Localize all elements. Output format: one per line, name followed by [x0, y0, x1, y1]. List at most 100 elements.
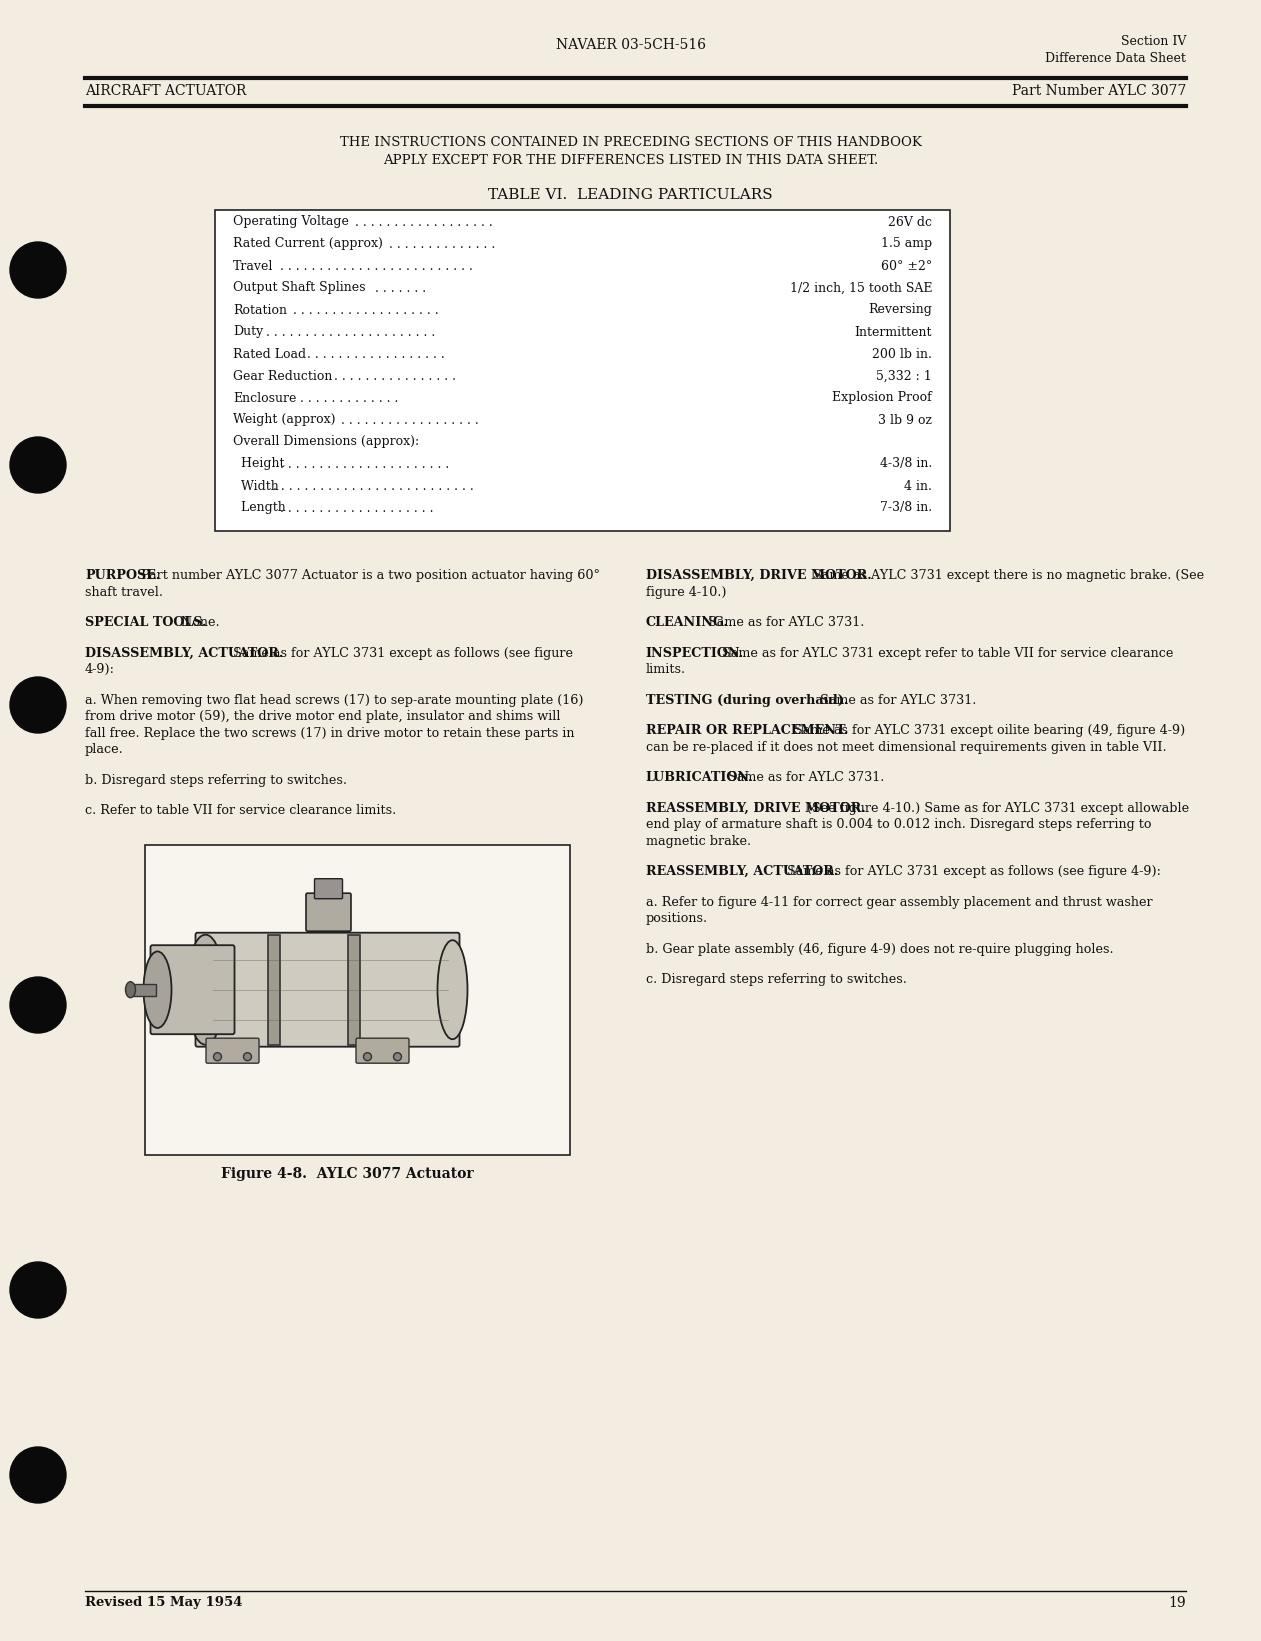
- Text: TABLE VI.  LEADING PARTICULARS: TABLE VI. LEADING PARTICULARS: [488, 189, 773, 202]
- Text: . . . . . . . . . . . . . .: . . . . . . . . . . . . . .: [388, 238, 494, 251]
- Text: AIRCRAFT ACTUATOR: AIRCRAFT ACTUATOR: [84, 84, 246, 98]
- Ellipse shape: [144, 952, 171, 1027]
- Ellipse shape: [126, 981, 135, 998]
- Text: Same as for AYLC 3731.: Same as for AYLC 3731.: [705, 617, 865, 629]
- Text: Figure 4-8.  AYLC 3077 Actuator: Figure 4-8. AYLC 3077 Actuator: [221, 1167, 474, 1182]
- Ellipse shape: [363, 1052, 372, 1060]
- Text: b. Disregard steps referring to switches.: b. Disregard steps referring to switches…: [84, 773, 347, 786]
- Text: APPLY EXCEPT FOR THE DIFFERENCES LISTED IN THIS DATA SHEET.: APPLY EXCEPT FOR THE DIFFERENCES LISTED …: [383, 154, 878, 167]
- Text: can be re-placed if it does not meet dimensional requirements given in table VII: can be re-placed if it does not meet dim…: [646, 740, 1166, 753]
- Text: CLEANING.: CLEANING.: [646, 617, 729, 629]
- Text: end play of armature shaft is 0.004 to 0.012 inch. Disregard steps referring to: end play of armature shaft is 0.004 to 0…: [646, 819, 1151, 832]
- Text: 1.5 amp: 1.5 amp: [881, 238, 932, 251]
- Text: None.: None.: [177, 617, 219, 629]
- Text: (See figure 4-10.) Same as for AYLC 3731 except allowable: (See figure 4-10.) Same as for AYLC 3731…: [803, 802, 1189, 814]
- Text: Same as for AYLC 3731.: Same as for AYLC 3731.: [724, 771, 884, 784]
- Text: . . . . . . . . . . . . . . . . . .: . . . . . . . . . . . . . . . . . .: [354, 215, 492, 228]
- Text: . . . . . . . . . . . . . . . .: . . . . . . . . . . . . . . . .: [334, 369, 456, 382]
- Text: REPAIR OR REPLACEMENT.: REPAIR OR REPLACEMENT.: [646, 724, 847, 737]
- Text: b. Gear plate assembly (46, figure 4-9) does not re-quire plugging holes.: b. Gear plate assembly (46, figure 4-9) …: [646, 942, 1113, 955]
- Text: place.: place.: [84, 743, 124, 757]
- Text: REASSEMBLY, DRIVE MOTOR.: REASSEMBLY, DRIVE MOTOR.: [646, 802, 865, 814]
- Text: . . . . . . . . . . . . . . . . . .: . . . . . . . . . . . . . . . . . .: [306, 348, 445, 361]
- Text: Same as AYLC 3731 except there is no magnetic brake. (See: Same as AYLC 3731 except there is no mag…: [810, 569, 1204, 583]
- Text: Reversing: Reversing: [868, 304, 932, 317]
- Text: positions.: positions.: [646, 912, 707, 926]
- FancyBboxPatch shape: [356, 1039, 409, 1063]
- Text: . . . . . . . . . . . . .: . . . . . . . . . . . . .: [300, 392, 398, 404]
- Text: shaft travel.: shaft travel.: [84, 586, 163, 599]
- Text: Same as for AYLC 3731 except as follows (see figure: Same as for AYLC 3731 except as follows …: [230, 647, 572, 660]
- Text: . . . . . . . . . . . . . . . . . . . . . .: . . . . . . . . . . . . . . . . . . . . …: [266, 325, 435, 338]
- Text: Length: Length: [233, 502, 286, 515]
- Text: DISASSEMBLY, DRIVE MOTOR.: DISASSEMBLY, DRIVE MOTOR.: [646, 569, 871, 583]
- Text: . . . . . . . . . . . . . . . . . . . . . .: . . . . . . . . . . . . . . . . . . . . …: [280, 458, 449, 471]
- Bar: [348, 935, 359, 1045]
- Text: Weight (approx): Weight (approx): [233, 414, 335, 427]
- Text: Operating Voltage: Operating Voltage: [233, 215, 349, 228]
- Text: Part Number AYLC 3077: Part Number AYLC 3077: [1011, 84, 1187, 98]
- Circle shape: [10, 1262, 66, 1318]
- Text: 7-3/8 in.: 7-3/8 in.: [880, 502, 932, 515]
- Text: 4-3/8 in.: 4-3/8 in.: [880, 458, 932, 471]
- Text: PURPOSE.: PURPOSE.: [84, 569, 160, 583]
- Text: c. Disregard steps referring to switches.: c. Disregard steps referring to switches…: [646, 973, 907, 986]
- Text: Rated Load: Rated Load: [233, 348, 306, 361]
- Ellipse shape: [213, 1052, 222, 1060]
- Text: NAVAER 03-5CH-516: NAVAER 03-5CH-516: [556, 38, 705, 53]
- Text: Same as for AYLC 3731 except as follows (see figure 4-9):: Same as for AYLC 3731 except as follows …: [783, 865, 1161, 878]
- Text: 4 in.: 4 in.: [904, 479, 932, 492]
- Text: Same as for AYLC 3731.: Same as for AYLC 3731.: [816, 694, 976, 707]
- Text: from drive motor (59), the drive motor end plate, insulator and shims will: from drive motor (59), the drive motor e…: [84, 711, 560, 724]
- Bar: [214, 210, 950, 532]
- Text: SPECIAL TOOLS.: SPECIAL TOOLS.: [84, 617, 207, 629]
- Circle shape: [10, 241, 66, 299]
- Text: Enclosure: Enclosure: [233, 392, 296, 404]
- Text: Section IV: Section IV: [1121, 34, 1187, 48]
- Text: Output Shaft Splines: Output Shaft Splines: [233, 282, 366, 294]
- Text: Rotation: Rotation: [233, 304, 288, 317]
- Circle shape: [10, 437, 66, 492]
- Text: 4-9):: 4-9):: [84, 663, 115, 676]
- Text: Explosion Proof: Explosion Proof: [832, 392, 932, 404]
- FancyBboxPatch shape: [314, 878, 343, 899]
- Text: Travel: Travel: [233, 259, 274, 272]
- Bar: [267, 935, 280, 1045]
- Ellipse shape: [393, 1052, 401, 1060]
- Circle shape: [10, 1447, 66, 1503]
- Text: . . . . . . . . . . . . . . . . . . . .: . . . . . . . . . . . . . . . . . . . .: [280, 502, 434, 515]
- Text: Duty: Duty: [233, 325, 264, 338]
- Text: 200 lb in.: 200 lb in.: [873, 348, 932, 361]
- Ellipse shape: [243, 1052, 251, 1060]
- Text: 26V dc: 26V dc: [888, 215, 932, 228]
- Text: a. Refer to figure 4-11 for correct gear assembly placement and thrust washer: a. Refer to figure 4-11 for correct gear…: [646, 896, 1153, 909]
- Text: TESTING (during overhaul).: TESTING (during overhaul).: [646, 694, 847, 707]
- Text: . . . . . . .: . . . . . . .: [375, 282, 426, 294]
- FancyBboxPatch shape: [306, 893, 351, 930]
- Text: Revised 15 May 1954: Revised 15 May 1954: [84, 1597, 242, 1608]
- Text: . . . . . . . . . . . . . . . . . . .: . . . . . . . . . . . . . . . . . . .: [294, 304, 439, 317]
- Text: 19: 19: [1169, 1597, 1187, 1610]
- FancyBboxPatch shape: [195, 932, 459, 1047]
- Circle shape: [10, 678, 66, 734]
- Text: 60° ±2°: 60° ±2°: [880, 259, 932, 272]
- Text: . . . . . . . . . . . . . . . . . .: . . . . . . . . . . . . . . . . . .: [340, 414, 479, 427]
- Text: figure 4-10.): figure 4-10.): [646, 586, 726, 599]
- Text: DISASSEMBLY, ACTUATOR.: DISASSEMBLY, ACTUATOR.: [84, 647, 284, 660]
- Circle shape: [10, 976, 66, 1032]
- Text: a. When removing two flat head screws (17) to sep-arate mounting plate (16): a. When removing two flat head screws (1…: [84, 694, 584, 707]
- Text: Gear Reduction: Gear Reduction: [233, 369, 333, 382]
- Text: limits.: limits.: [646, 663, 686, 676]
- Text: . . . . . . . . . . . . . . . . . . . . . . . . .: . . . . . . . . . . . . . . . . . . . . …: [280, 259, 473, 272]
- Text: Same as for AYLC 3731 except refer to table VII for service clearance: Same as for AYLC 3731 except refer to ta…: [718, 647, 1173, 660]
- Text: 3 lb 9 oz: 3 lb 9 oz: [878, 414, 932, 427]
- Text: 1/2 inch, 15 tooth SAE: 1/2 inch, 15 tooth SAE: [789, 282, 932, 294]
- Text: magnetic brake.: magnetic brake.: [646, 835, 750, 848]
- FancyBboxPatch shape: [150, 945, 235, 1034]
- Text: 5,332 : 1: 5,332 : 1: [876, 369, 932, 382]
- Text: REASSEMBLY, ACTUATOR.: REASSEMBLY, ACTUATOR.: [646, 865, 837, 878]
- Ellipse shape: [438, 940, 468, 1039]
- Bar: [130, 983, 155, 996]
- Text: Width: Width: [233, 479, 279, 492]
- Text: . . . . . . . . . . . . . . . . . . . . . . . . . .: . . . . . . . . . . . . . . . . . . . . …: [272, 479, 474, 492]
